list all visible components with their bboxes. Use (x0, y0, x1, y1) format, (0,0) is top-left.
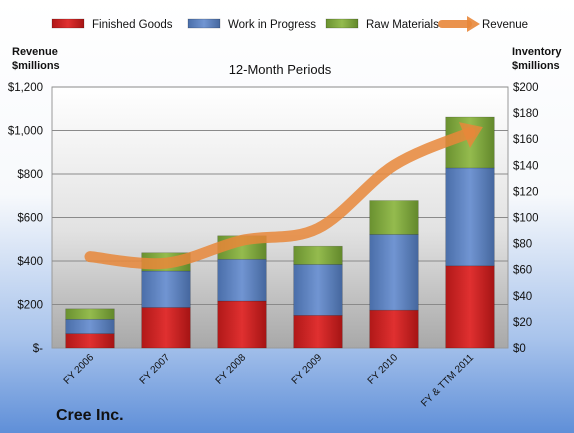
bar-raw-materials (293, 245, 343, 265)
right-tick-label: $100 (513, 213, 539, 225)
right-tick-label: $140 (513, 160, 539, 172)
left-tick-label: $400 (17, 256, 43, 268)
legend-swatch-arrow (467, 16, 480, 32)
legend-label: Work in Progress (228, 19, 316, 31)
right-tick-label: $180 (513, 108, 539, 120)
right-axis-ticks: $0 $20 $40 $60 $80 $100 $120 $140 $160 $180 $200 (513, 82, 539, 355)
legend-swatch (187, 18, 221, 29)
left-axis-ticks: $- $200 $400 $600 $800 $1,000 $1,200 (8, 82, 43, 355)
bar-finished-goods (445, 265, 495, 349)
bar-work-in-progress (293, 264, 343, 316)
left-tick-label: $800 (17, 169, 43, 181)
bar-finished-goods (293, 315, 343, 349)
right-tick-label: $60 (513, 265, 532, 277)
bar-work-in-progress (141, 270, 191, 308)
right-axis-title-line1: Inventory (512, 46, 562, 58)
revenue-line-layer (84, 122, 483, 270)
left-axis-title-line1: Revenue (12, 46, 58, 58)
chart-subtitle: 12-Month Periods (229, 62, 332, 77)
bar-finished-goods (65, 333, 115, 349)
right-tick-label: $40 (513, 291, 532, 303)
bar-finished-goods (369, 309, 419, 349)
legend-label: Revenue (482, 19, 528, 31)
left-axis-title-line2: $millions (12, 60, 60, 72)
right-tick-label: $120 (513, 186, 539, 198)
bar-work-in-progress (217, 258, 267, 302)
bar-raw-materials (65, 308, 115, 320)
bar-work-in-progress (369, 234, 419, 311)
bar-work-in-progress (445, 167, 495, 267)
legend-swatch (325, 18, 359, 29)
company-name: Cree Inc. (56, 407, 124, 424)
legend: Finished Goods Work in Progress Raw Materi… (51, 16, 528, 32)
bar-raw-materials (369, 200, 419, 235)
right-tick-label: $200 (513, 82, 539, 94)
bar-work-in-progress (65, 318, 115, 334)
right-axis-title-line2: $millions (512, 60, 560, 72)
legend-label: Finished Goods (92, 19, 173, 31)
right-tick-label: $160 (513, 134, 539, 146)
left-tick-label: $600 (17, 213, 43, 225)
left-tick-label: $200 (17, 300, 43, 312)
right-tick-label: $20 (513, 317, 532, 329)
left-tick-label: $- (33, 343, 43, 355)
left-tick-label: $1,000 (8, 126, 43, 138)
revenue-line (84, 127, 476, 270)
bar-finished-goods (141, 307, 191, 349)
legend-swatch (51, 18, 85, 29)
bar-finished-goods (217, 300, 267, 349)
revenue-arrowhead (458, 122, 483, 148)
right-tick-label: $0 (513, 343, 526, 355)
right-tick-label: $80 (513, 239, 532, 251)
bars (65, 116, 495, 349)
legend-label: Raw Materials (366, 19, 439, 31)
left-tick-label: $1,200 (8, 82, 43, 94)
